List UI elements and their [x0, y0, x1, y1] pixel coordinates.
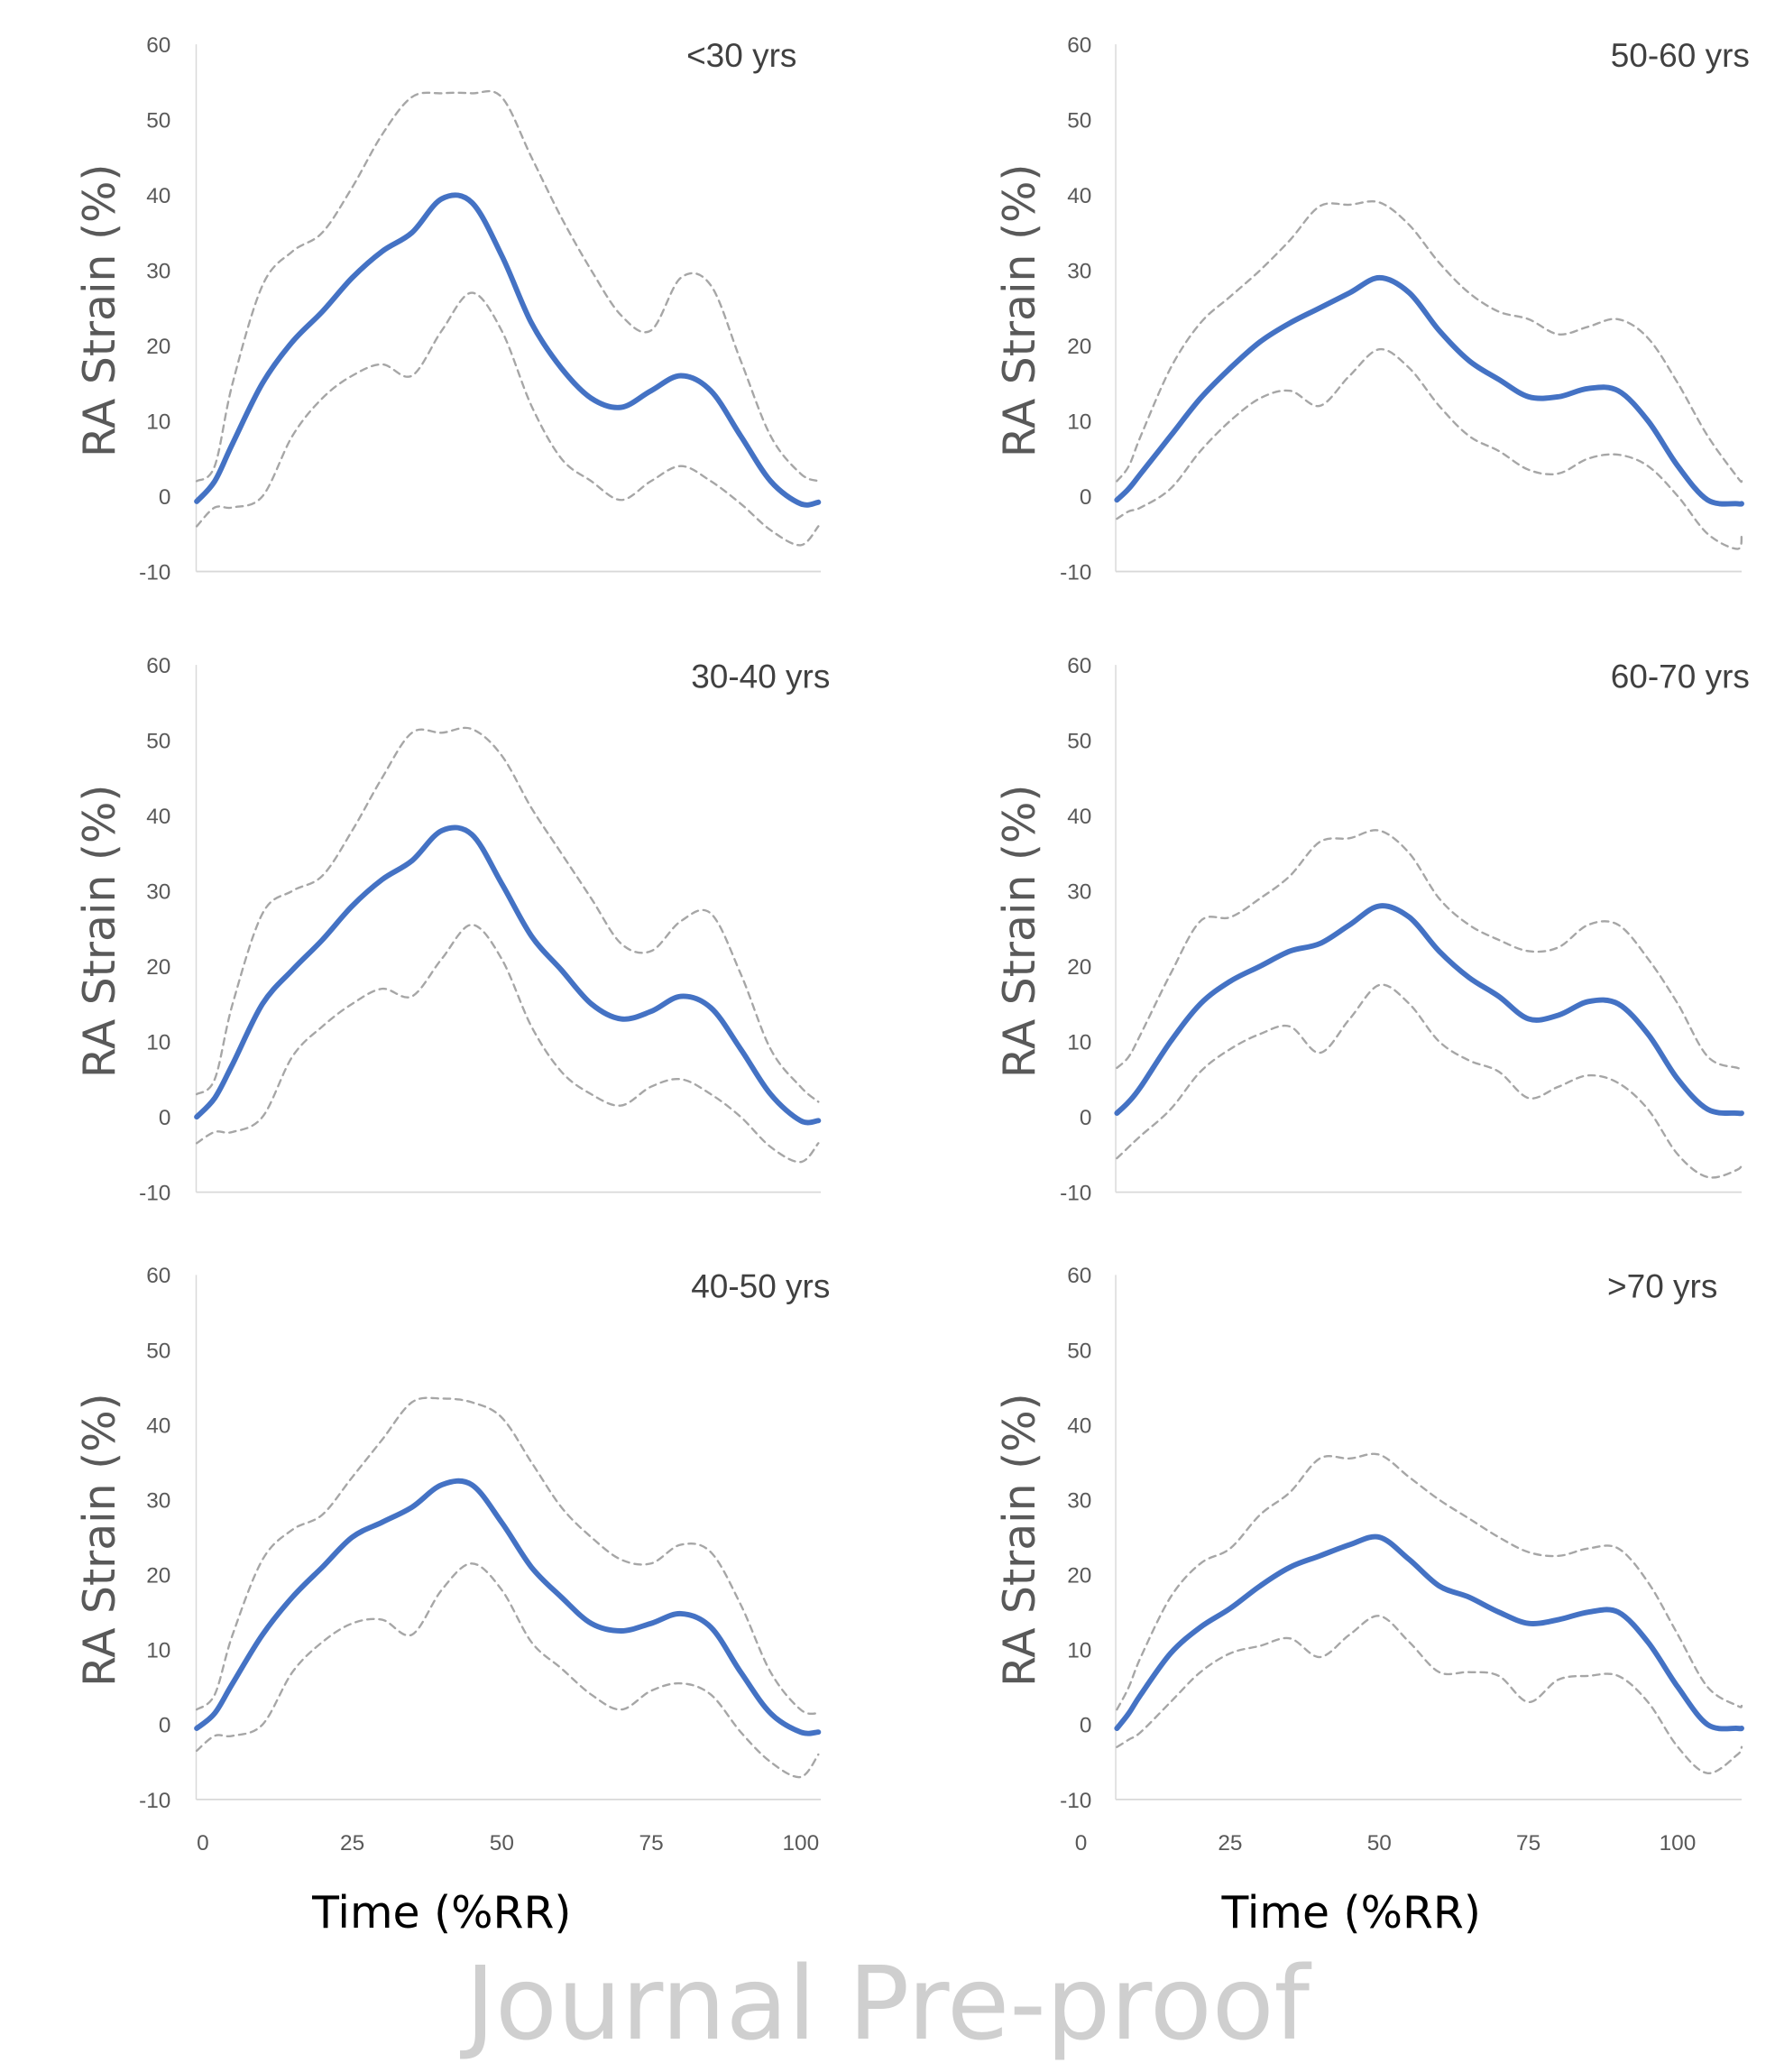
y-tick-label: 0 [159, 1106, 171, 1130]
x-tick-label: 25 [1218, 1831, 1242, 1856]
y-tick-label: 0 [1080, 485, 1092, 510]
y-tick-label: 60 [1067, 654, 1091, 678]
y-tick-label: 50 [1067, 730, 1091, 754]
mean-strain-line [194, 824, 822, 1126]
y-tick-label: 40 [1067, 1414, 1091, 1438]
panel-title: >70 yrs [1607, 1268, 1717, 1305]
lower-sd-line [195, 1562, 820, 1779]
lower-sd-line [1116, 348, 1743, 550]
lower-sd-line [195, 291, 820, 547]
lower-sd-line [1116, 1615, 1743, 1774]
y-tick-label: 60 [146, 1264, 170, 1288]
upper-sd-line [195, 1396, 820, 1716]
y-tick-label: -10 [1060, 560, 1091, 585]
y-tick-label: 20 [146, 955, 170, 980]
panel-title: 60-70 yrs [1611, 658, 1750, 695]
y-tick-label: 10 [1067, 410, 1091, 434]
y-tick-label: -10 [139, 560, 170, 585]
mean-strain-line [194, 1478, 822, 1736]
upper-sd-line [1116, 829, 1743, 1070]
y-tick-label: 10 [146, 1639, 170, 1663]
mean-strain-line [1114, 903, 1744, 1117]
y-tick-label: -10 [1060, 1789, 1091, 1813]
y-tick-label: 60 [146, 654, 170, 678]
y-tick-label: 20 [1067, 1564, 1091, 1589]
x-tick-label: 50 [1367, 1831, 1392, 1856]
y-tick-label: -10 [1060, 1182, 1091, 1206]
x-tick-label: 0 [1075, 1831, 1088, 1856]
y-tick-label: 10 [1067, 1639, 1091, 1663]
x-tick-label: 75 [639, 1831, 664, 1856]
y-axis-title: RA Strain (%) [994, 785, 1045, 1079]
panel-title: 40-50 yrs [691, 1268, 830, 1305]
y-tick-label: 0 [1080, 1714, 1092, 1738]
x-axis-title: Time (%RR) [1221, 1887, 1481, 1938]
y-tick-label: 50 [1067, 1339, 1091, 1363]
upper-sd-line [1116, 1452, 1743, 1711]
y-tick-label: 10 [146, 410, 170, 434]
y-tick-label: 20 [146, 335, 170, 359]
y-tick-label: 30 [146, 880, 170, 905]
x-axis-title: Time (%RR) [311, 1887, 571, 1938]
y-axis-title: RA Strain (%) [74, 1393, 125, 1687]
y-tick-label: -10 [139, 1182, 170, 1206]
x-tick-label: 100 [782, 1831, 819, 1856]
x-tick-label: 100 [1660, 1831, 1697, 1856]
y-tick-label: 50 [1067, 108, 1091, 133]
y-tick-label: 30 [1067, 880, 1091, 905]
y-tick-label: 40 [146, 184, 170, 208]
y-axis-title: RA Strain (%) [994, 1393, 1045, 1687]
y-tick-label: 40 [1067, 184, 1091, 208]
chart-panel-60-70: 60 50 40 30 20 10 0 -10 RA Strain (%) 60-70 yrs [994, 654, 1750, 1205]
y-tick-label: 40 [146, 1414, 170, 1438]
y-axis-title: RA Strain (%) [994, 164, 1045, 458]
chart-panel-50-60: 60 50 40 30 20 10 0 -10 RA Strain (%) 50-60 yrs [994, 33, 1750, 585]
y-tick-label: 20 [146, 1564, 170, 1589]
upper-sd-line [195, 726, 820, 1103]
y-axis-title: RA Strain (%) [74, 164, 125, 458]
chart-panel-lt30: 60 50 40 30 20 10 0 -10 RA Strain (%) <30 yrs [74, 33, 822, 585]
panel-title: 30-40 yrs [691, 658, 830, 695]
y-tick-label: -10 [139, 1789, 170, 1813]
mean-strain-line [1114, 1533, 1744, 1732]
y-tick-label: 60 [146, 33, 170, 58]
y-tick-label: 0 [159, 485, 171, 510]
mean-strain-line [194, 192, 822, 508]
y-tick-label: 40 [146, 805, 170, 829]
y-tick-label: 30 [1067, 1488, 1091, 1513]
mean-strain-line [1114, 274, 1744, 507]
y-tick-label: 40 [1067, 805, 1091, 829]
y-tick-label: 20 [1067, 955, 1091, 980]
y-tick-label: 50 [146, 108, 170, 133]
y-tick-label: 30 [1067, 259, 1091, 283]
y-tick-label: 50 [146, 730, 170, 754]
y-tick-label: 60 [1067, 33, 1091, 58]
x-tick-label: 50 [490, 1831, 514, 1856]
y-tick-label: 10 [146, 1031, 170, 1055]
y-axis-title: RA Strain (%) [74, 785, 125, 1079]
upper-sd-line [195, 89, 820, 483]
x-tick-label: 25 [340, 1831, 364, 1856]
y-tick-label: 0 [1080, 1106, 1092, 1130]
x-tick-label: 0 [197, 1831, 209, 1856]
x-tick-label: 75 [1516, 1831, 1540, 1856]
y-tick-label: 30 [146, 1488, 170, 1513]
chart-panel-30-40: 60 50 40 30 20 10 0 -10 RA Strain (%) 30-40 yrs [74, 654, 830, 1205]
y-tick-label: 10 [1067, 1031, 1091, 1055]
y-tick-label: 60 [1067, 1264, 1091, 1288]
watermark: Journal Pre-proof [460, 1945, 1312, 2063]
lower-sd-line [195, 924, 820, 1164]
y-tick-label: 50 [146, 1339, 170, 1363]
y-tick-label: 0 [159, 1714, 171, 1738]
y-tick-label: 30 [146, 259, 170, 283]
panel-title: 50-60 yrs [1611, 37, 1750, 74]
panel-title: <30 yrs [686, 37, 796, 74]
lower-sd-line [1116, 983, 1743, 1179]
y-tick-label: 20 [1067, 335, 1091, 359]
